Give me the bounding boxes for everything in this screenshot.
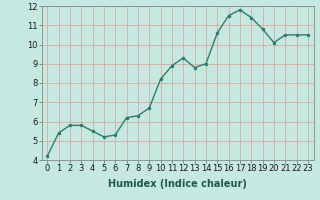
X-axis label: Humidex (Indice chaleur): Humidex (Indice chaleur) bbox=[108, 179, 247, 189]
